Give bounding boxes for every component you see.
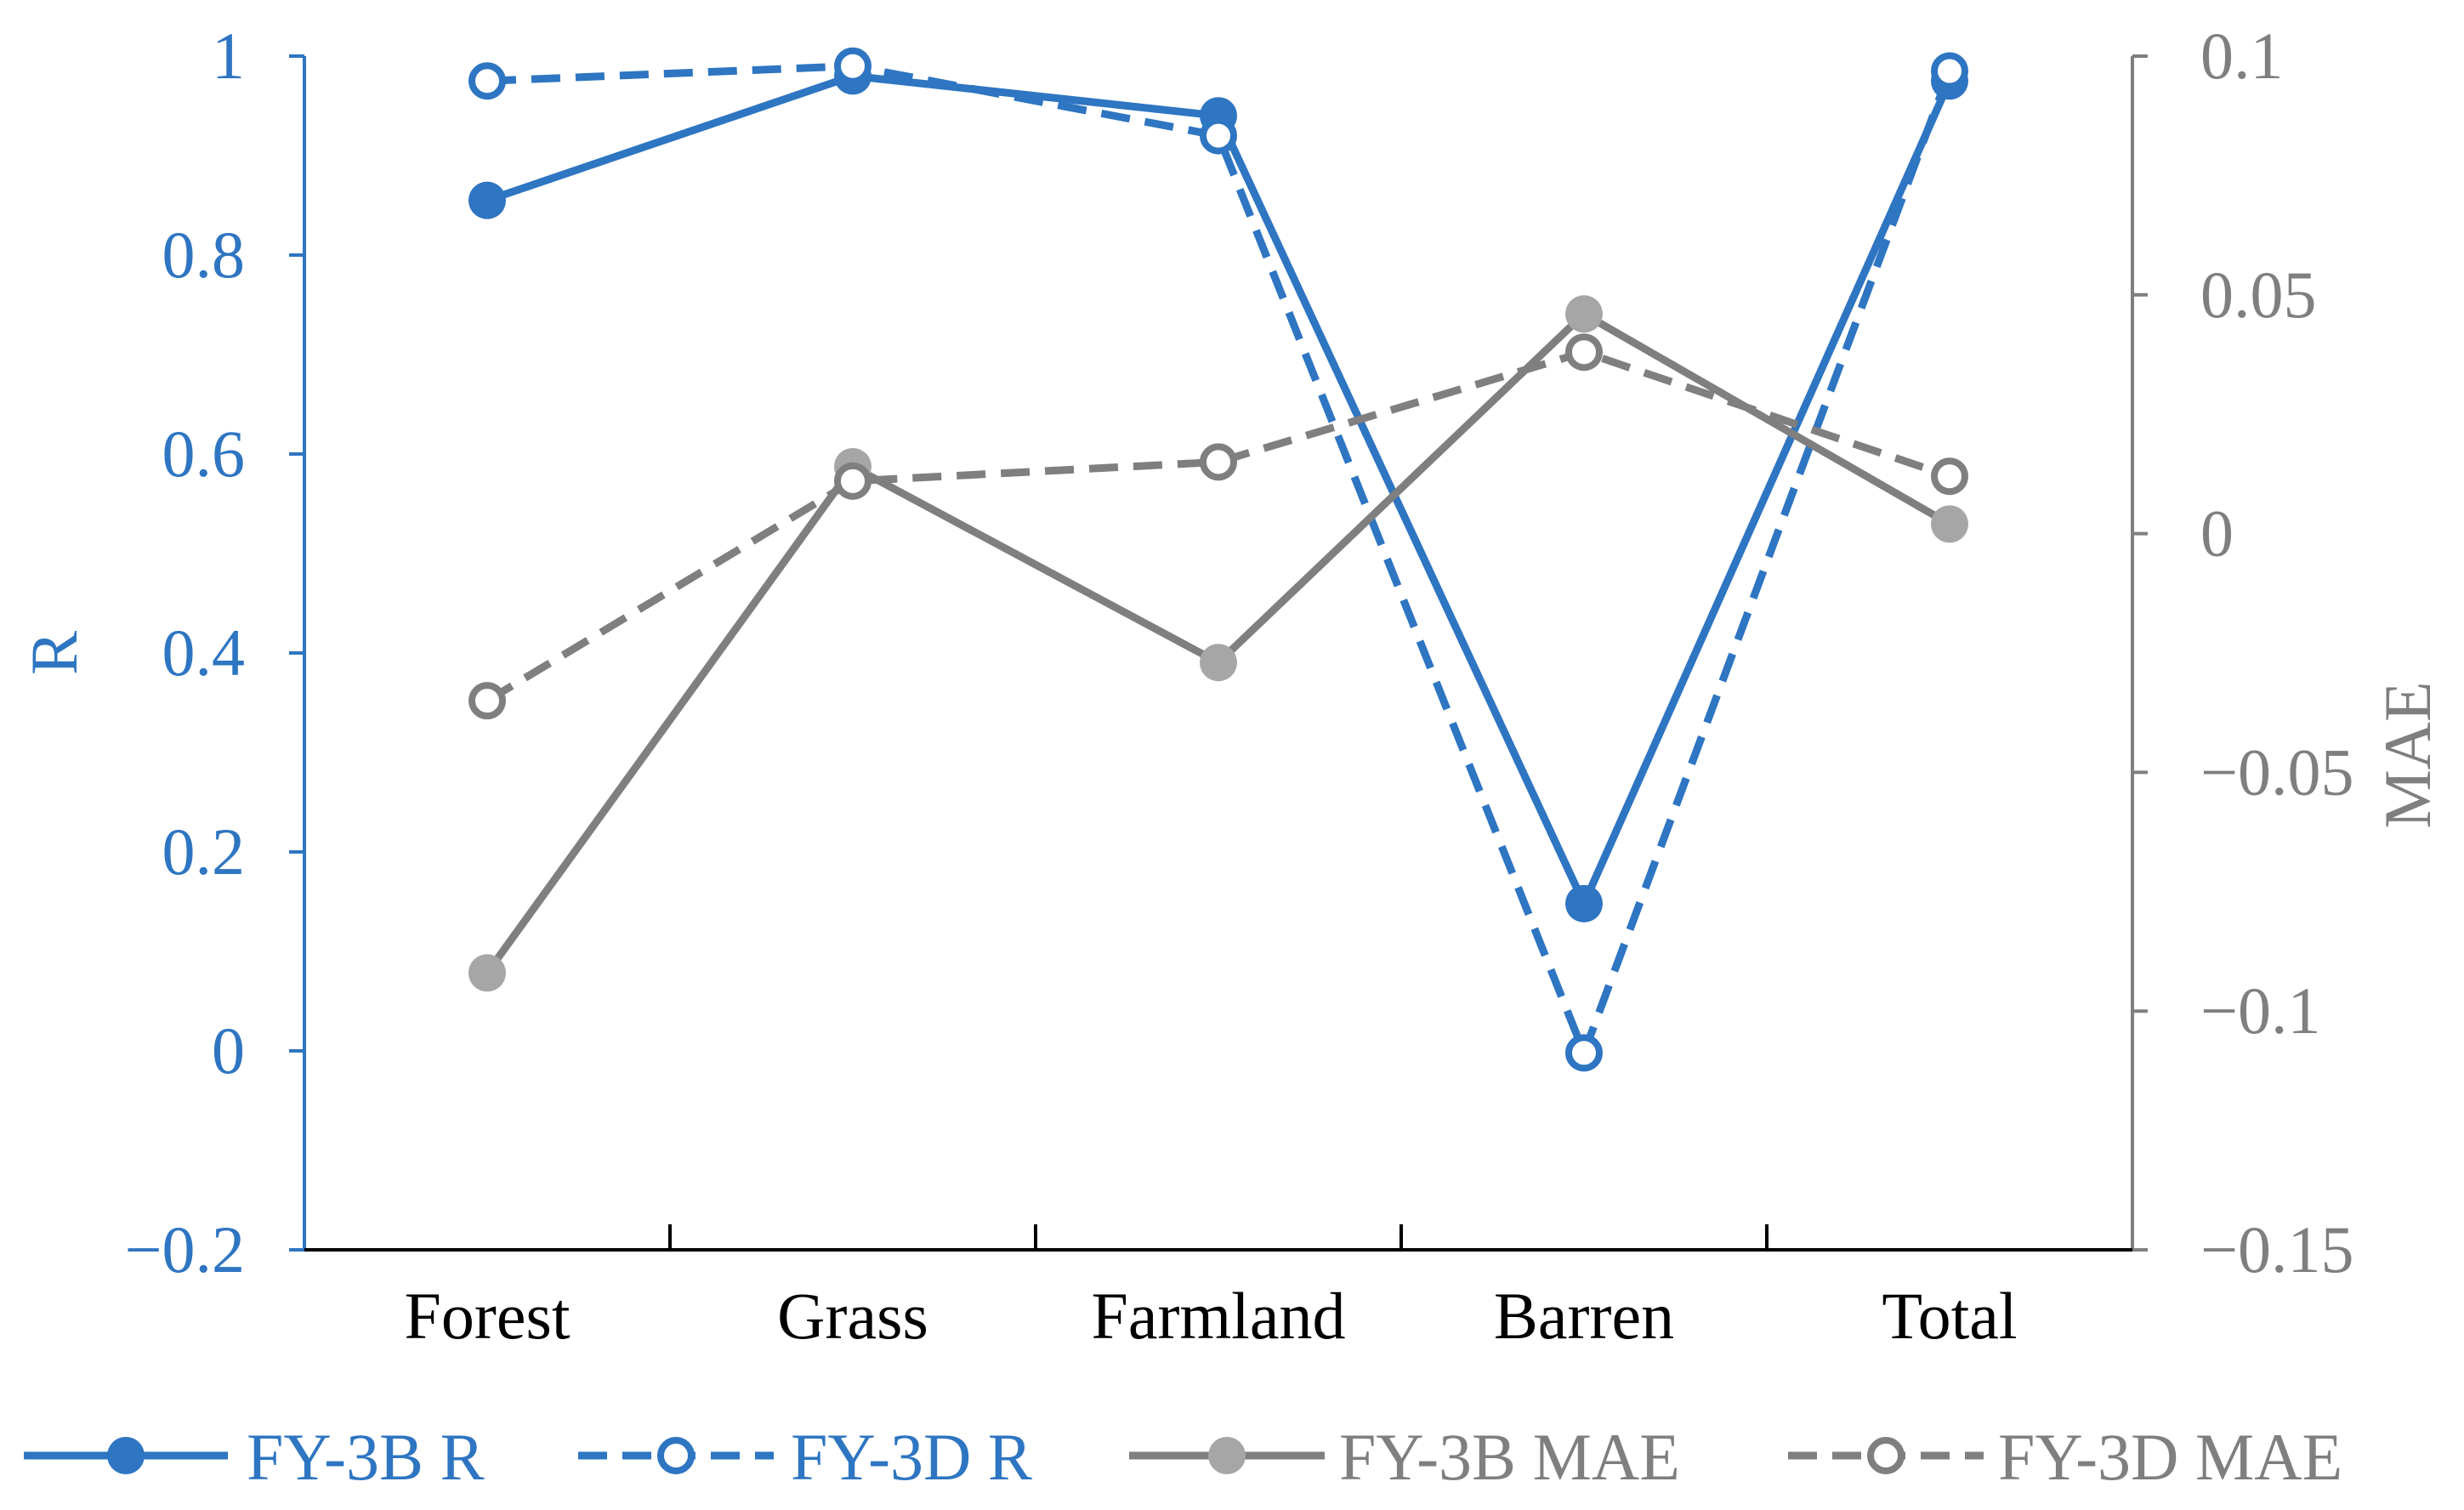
legend-label: FY-3B MAE — [1339, 1420, 1680, 1494]
data-point — [468, 62, 506, 100]
legend-label: FY-3D MAE — [1998, 1420, 2342, 1494]
legend-item: FY-3B R — [24, 1420, 485, 1494]
legend-label: FY-3B R — [247, 1420, 485, 1494]
data-point — [1565, 333, 1603, 372]
category-label: Total — [1882, 1279, 2017, 1353]
legend-item: FY-3D MAE — [1788, 1420, 2342, 1494]
right-axis-tick-label: 0 — [2200, 497, 2234, 571]
legend: FY-3B R FY-3D R FY-3B MAE FY-3D MAE — [24, 1420, 2342, 1494]
left-axis-tick-label: 1 — [212, 19, 245, 93]
category-label: Grass — [777, 1279, 928, 1353]
left-axis-tick-label: 0.6 — [162, 417, 246, 491]
data-point — [1931, 505, 1968, 543]
data-point — [468, 954, 506, 992]
data-point — [1931, 52, 1968, 90]
data-point — [1200, 443, 1237, 481]
data-point — [1200, 644, 1237, 682]
legend-item: FY-3B MAE — [1129, 1420, 1680, 1494]
data-point — [1565, 884, 1603, 922]
series-fy-3d-mae — [468, 333, 1968, 720]
left-axis-tick-label: 0 — [212, 1013, 245, 1087]
series-line-fy-3d-r — [486, 62, 1954, 1057]
legend-swatch-marker — [1867, 1437, 1905, 1474]
left-axis-title: R — [17, 631, 91, 675]
axes: −0.2 0 0.2 0.4 0.6 0.8 1 R −0.15 −0.1 −0.05 0 0.05 0.… — [17, 19, 2444, 1353]
data-point — [1931, 457, 1968, 496]
series-layer — [468, 47, 1968, 1072]
data-point — [1565, 1034, 1603, 1072]
data-point — [1565, 295, 1603, 333]
category-label: Forest — [405, 1279, 571, 1353]
series-fy-3d-r — [468, 47, 1968, 1072]
data-point — [468, 181, 506, 219]
series-fy-3b-r — [468, 57, 1968, 922]
right-axis-tick-label: 0.1 — [2200, 19, 2284, 93]
category-label: Farmland — [1092, 1279, 1346, 1353]
series-fy-3b-mae — [468, 295, 1968, 992]
data-point — [834, 47, 871, 85]
series-line-fy-3b-mae — [484, 309, 1952, 975]
data-point — [834, 462, 871, 500]
legend-swatch-marker — [107, 1437, 145, 1474]
data-point — [468, 682, 506, 720]
left-axis-tick-label: 0.8 — [162, 218, 246, 292]
legend-item: FY-3D R — [578, 1420, 1032, 1494]
left-axis-tick-label: −0.2 — [125, 1212, 246, 1286]
left-axis-tick-label: 0.4 — [162, 616, 246, 690]
legend-swatch-marker — [657, 1437, 695, 1474]
series-line-fy-3d-mae — [485, 348, 1951, 705]
category-label: Barren — [1494, 1279, 1674, 1353]
data-point — [1200, 116, 1237, 155]
right-axis-tick-label: 0.05 — [2200, 258, 2317, 332]
right-axis-tick-label: −0.1 — [2200, 974, 2321, 1047]
right-axis-tick-label: −0.15 — [2200, 1212, 2354, 1286]
legend-swatch-marker — [1208, 1437, 1246, 1474]
left-axis-tick-label: 0.2 — [162, 815, 246, 888]
legend-label: FY-3D R — [791, 1420, 1032, 1494]
series-line-fy-3b-r — [485, 71, 1954, 908]
right-axis-title: MAE — [2370, 681, 2444, 828]
right-axis-tick-label: −0.05 — [2200, 735, 2354, 809]
